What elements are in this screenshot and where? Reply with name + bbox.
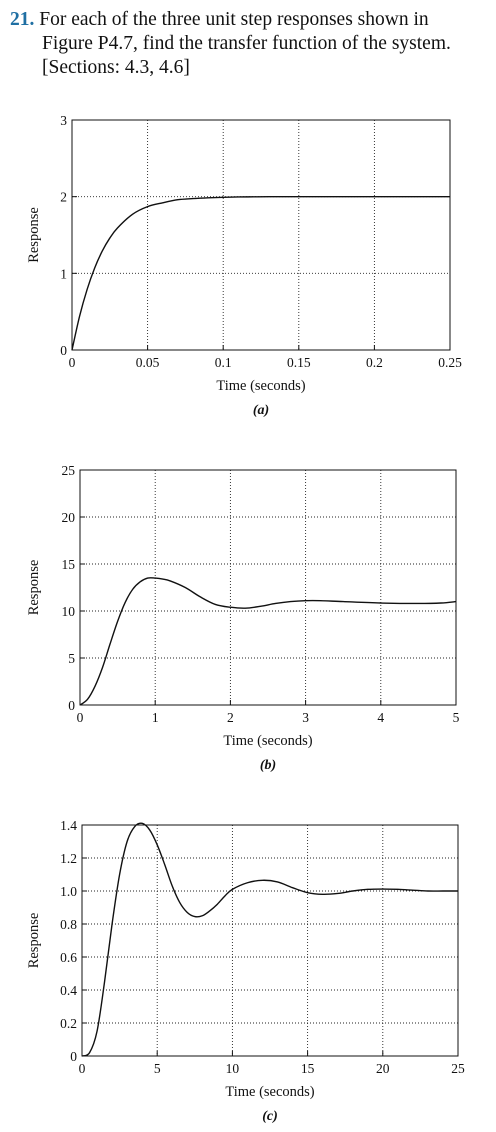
y-axis-label: Response: [26, 913, 42, 969]
x-tick-label: 0: [69, 355, 76, 370]
x-tick-label: 3: [302, 710, 309, 725]
problem-text-1: For each of the three unit step response…: [39, 9, 429, 30]
step-response-curve: [71, 195, 450, 351]
x-axis-label: Time (seconds): [223, 733, 312, 749]
chart-a: 0 0.05 0.1 0.15 0.2 0.25 0 1 2 3 Time (seconds) Res…: [26, 113, 462, 418]
x-tick-label: 4: [377, 710, 384, 725]
plot-frame: [81, 824, 459, 1057]
x-tick-label: 0: [79, 1061, 86, 1076]
y-tick-label: 25: [62, 463, 76, 478]
y-tick-label: 1.2: [60, 851, 77, 866]
y-tick-label: 0: [60, 343, 67, 358]
plot-frame: [79, 469, 457, 706]
x-tick-label: 1: [152, 710, 159, 725]
y-tick-label: 0: [68, 698, 75, 713]
x-tick-label: 5: [453, 710, 460, 725]
figure-caption: (c): [262, 1109, 278, 1124]
y-tick-label: 15: [62, 557, 76, 572]
y-tick-label: 5: [68, 651, 75, 666]
step-response-curve: [79, 577, 457, 706]
y-tick-label: 0: [70, 1049, 77, 1064]
problem-number: 21.: [10, 9, 35, 30]
y-tick-label: 1: [60, 266, 67, 281]
step-response-curve: [81, 822, 458, 1057]
chart-b: 0 1 2 3 4 5 0 5 10 15 20 25 Time (seconds) Response (b…: [26, 463, 460, 773]
y-tick-label: 0.2: [60, 1016, 77, 1031]
problem-statement: 21. For each of the three unit step resp…: [10, 8, 486, 80]
x-tick-label: 20: [376, 1061, 390, 1076]
x-tick-label: 0.2: [366, 355, 383, 370]
problem-text-2: Figure P4.7, find the transfer function …: [42, 33, 451, 54]
y-axis-label: Response: [26, 207, 42, 263]
x-tick-label: 25: [451, 1061, 465, 1076]
y-axis-label: Response: [26, 560, 42, 616]
x-tick-label: 10: [226, 1061, 240, 1076]
figure-caption: (b): [260, 758, 276, 773]
x-axis-label: Time (seconds): [216, 378, 305, 394]
y-tick-label: 1.4: [60, 818, 77, 833]
x-tick-label: 0.25: [438, 355, 462, 370]
x-tick-label: 0.15: [287, 355, 311, 370]
y-tick-label: 3: [60, 113, 67, 128]
plot-frame: [71, 119, 451, 351]
x-tick-label: 0.05: [136, 355, 160, 370]
y-tick-label: 1.0: [60, 884, 77, 899]
x-tick-label: 0: [77, 710, 84, 725]
y-tick-label: 0.4: [60, 983, 77, 998]
y-tick-label: 2: [60, 190, 67, 205]
x-tick-label: 0.1: [215, 355, 232, 370]
problem-text-3: [Sections: 4.3, 4.6]: [42, 57, 190, 78]
x-tick-label: 5: [154, 1061, 161, 1076]
x-tick-label: 2: [227, 710, 234, 725]
y-tick-label: 10: [62, 604, 76, 619]
problem-line-1: 21. For each of the three unit step resp…: [10, 8, 486, 32]
y-tick-label: 20: [62, 510, 76, 525]
figure-caption: (a): [253, 403, 269, 418]
x-tick-label: 15: [301, 1061, 315, 1076]
y-tick-label: 0.6: [60, 950, 77, 965]
chart-c: 0 5 10 15 20 25 0 0.2 0.4 0.6 0.8 1.0 1.2 1.4 Time (se…: [26, 818, 465, 1124]
y-tick-label: 0.8: [60, 917, 77, 932]
x-axis-label: Time (seconds): [225, 1084, 314, 1100]
